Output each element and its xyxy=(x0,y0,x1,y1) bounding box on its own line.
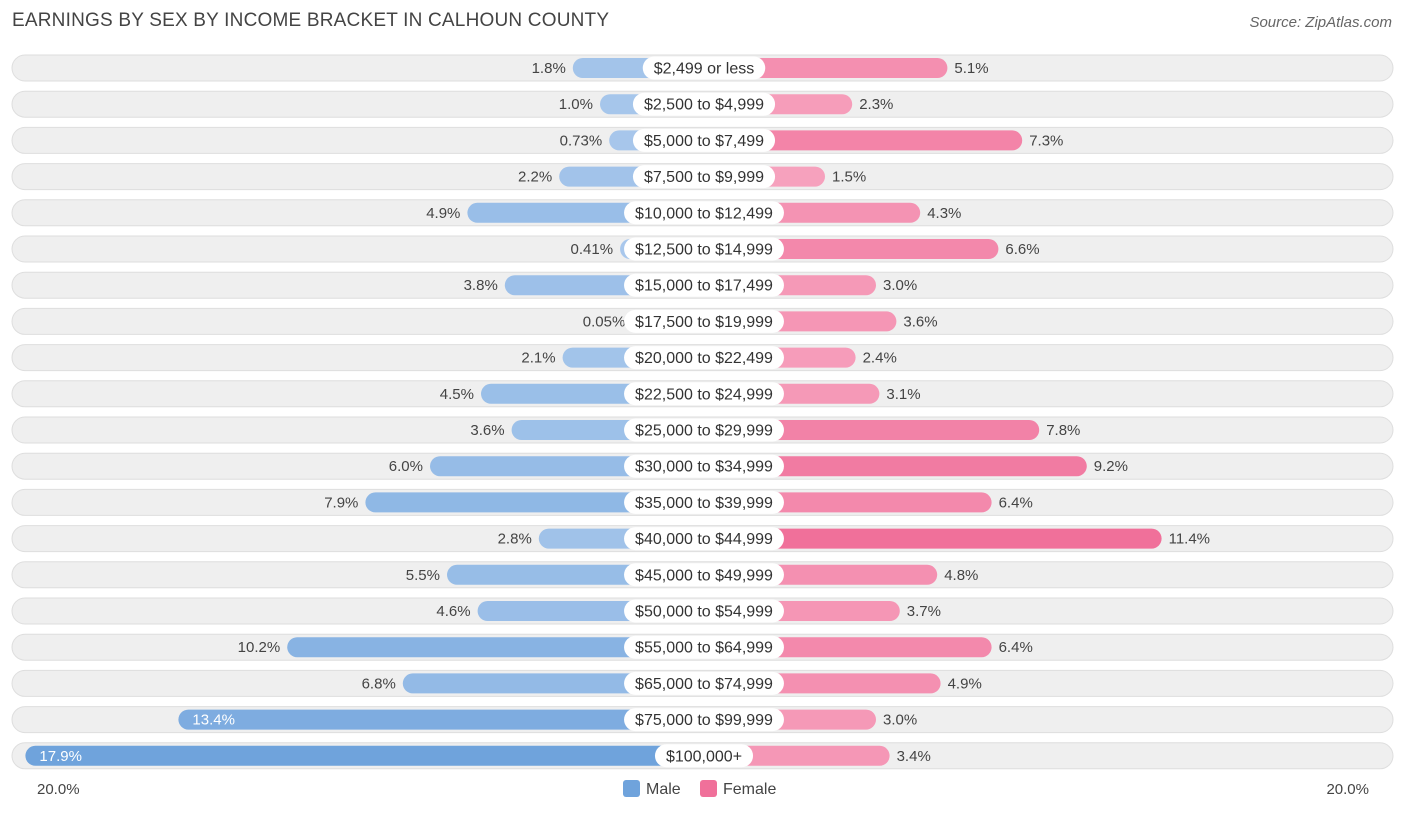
legend-female-label: Female xyxy=(723,781,776,798)
chart-title: EARNINGS BY SEX BY INCOME BRACKET IN CAL… xyxy=(12,10,610,31)
male-value-label: 10.2% xyxy=(238,639,281,656)
category-pill xyxy=(632,92,776,116)
male-value-label: 3.6% xyxy=(470,422,504,439)
male-value-label: 4.9% xyxy=(426,205,460,222)
category-label: $20,000 to $22,499 xyxy=(635,350,773,367)
male-value-label: 6.8% xyxy=(362,675,396,692)
category-label: $45,000 to $49,999 xyxy=(635,567,773,584)
male-value-label: 17.9% xyxy=(39,748,82,765)
category-pill xyxy=(624,635,784,659)
female-bar xyxy=(704,58,948,78)
male-value-label: 0.73% xyxy=(560,132,603,149)
male-bar xyxy=(365,492,704,513)
male-value-label: 2.8% xyxy=(498,531,532,548)
male-bar xyxy=(287,637,704,658)
category-label: $75,000 to $99,999 xyxy=(635,712,773,729)
category-label: $35,000 to $39,999 xyxy=(635,495,773,512)
male-value-label: 4.5% xyxy=(440,386,474,403)
category-pill xyxy=(642,56,766,80)
category-pill xyxy=(654,744,754,768)
female-value-label: 5.1% xyxy=(954,60,988,77)
male-value-label: 0.41% xyxy=(571,241,614,258)
category-label: $5,000 to $7,499 xyxy=(644,133,764,150)
category-pill xyxy=(624,382,784,406)
female-value-label: 6.4% xyxy=(999,639,1033,656)
female-value-label: 6.4% xyxy=(999,494,1033,511)
female-value-label: 3.6% xyxy=(903,313,937,330)
category-label: $25,000 to $29,999 xyxy=(635,423,773,440)
category-pill xyxy=(624,309,784,333)
legend-male-label: Male xyxy=(646,781,681,798)
category-label: $30,000 to $34,999 xyxy=(635,459,773,476)
male-value-label: 2.2% xyxy=(518,169,552,186)
category-pill xyxy=(624,708,784,732)
female-bar xyxy=(704,528,1162,549)
male-value-label: 13.4% xyxy=(192,712,235,729)
category-label: $65,000 to $74,999 xyxy=(635,676,773,693)
female-bar xyxy=(704,420,1040,440)
category-pill xyxy=(632,128,776,152)
category-pill xyxy=(624,454,784,478)
category-label: $7,500 to $9,999 xyxy=(644,169,764,186)
category-pill xyxy=(624,346,784,370)
female-value-label: 4.9% xyxy=(948,675,982,692)
male-value-label: 5.5% xyxy=(406,567,440,584)
category-pill xyxy=(624,490,784,514)
axis-right-label: 20.0% xyxy=(1326,781,1369,798)
category-label: $15,000 to $17,499 xyxy=(635,278,773,295)
female-value-label: 2.3% xyxy=(859,96,893,113)
category-label: $100,000+ xyxy=(666,748,742,765)
female-value-label: 9.2% xyxy=(1094,458,1128,475)
category-label: $22,500 to $24,999 xyxy=(635,386,773,403)
male-value-label: 3.8% xyxy=(464,277,498,294)
category-pill xyxy=(624,599,784,623)
female-value-label: 3.0% xyxy=(883,712,917,729)
category-label: $12,500 to $14,999 xyxy=(635,242,773,259)
category-pill xyxy=(624,273,784,297)
category-pill xyxy=(624,237,784,261)
male-bar xyxy=(25,745,704,766)
category-label: $55,000 to $64,999 xyxy=(635,640,773,657)
female-value-label: 7.3% xyxy=(1029,132,1063,149)
legend-male-swatch xyxy=(623,780,640,797)
category-pill xyxy=(624,563,784,587)
male-value-label: 2.1% xyxy=(521,350,555,367)
male-value-label: 6.0% xyxy=(389,458,423,475)
female-value-label: 3.0% xyxy=(883,277,917,294)
male-value-label: 0.05% xyxy=(583,313,626,330)
female-value-label: 7.8% xyxy=(1046,422,1080,439)
male-value-label: 1.8% xyxy=(532,60,566,77)
female-value-label: 4.3% xyxy=(927,205,961,222)
male-value-label: 1.0% xyxy=(559,96,593,113)
female-bar xyxy=(704,456,1087,477)
category-pill xyxy=(624,671,784,695)
category-pill xyxy=(632,165,776,189)
male-bar xyxy=(178,709,704,730)
female-value-label: 1.5% xyxy=(832,169,866,186)
male-value-label: 4.6% xyxy=(436,603,470,620)
category-pill xyxy=(624,418,784,442)
category-pill xyxy=(624,201,784,225)
category-pill xyxy=(624,527,784,551)
female-value-label: 11.4% xyxy=(1169,531,1210,548)
female-value-label: 3.7% xyxy=(907,603,941,620)
male-value-label: 7.9% xyxy=(324,494,358,511)
female-value-label: 4.8% xyxy=(944,567,978,584)
female-value-label: 6.6% xyxy=(1005,241,1039,258)
female-value-label: 3.4% xyxy=(897,748,931,765)
axis-left-label: 20.0% xyxy=(37,781,80,798)
category-label: $10,000 to $12,499 xyxy=(635,205,773,222)
female-bar xyxy=(704,130,1023,151)
category-label: $2,500 to $4,999 xyxy=(644,97,764,114)
female-value-label: 2.4% xyxy=(863,350,897,367)
female-value-label: 3.1% xyxy=(886,386,920,403)
legend-female-swatch xyxy=(700,780,717,797)
category-label: $50,000 to $54,999 xyxy=(635,604,773,621)
category-label: $17,500 to $19,999 xyxy=(635,314,773,331)
category-label: $2,499 or less xyxy=(654,61,755,78)
category-label: $40,000 to $44,999 xyxy=(635,531,773,548)
chart-source: Source: ZipAtlas.com xyxy=(1249,14,1392,31)
